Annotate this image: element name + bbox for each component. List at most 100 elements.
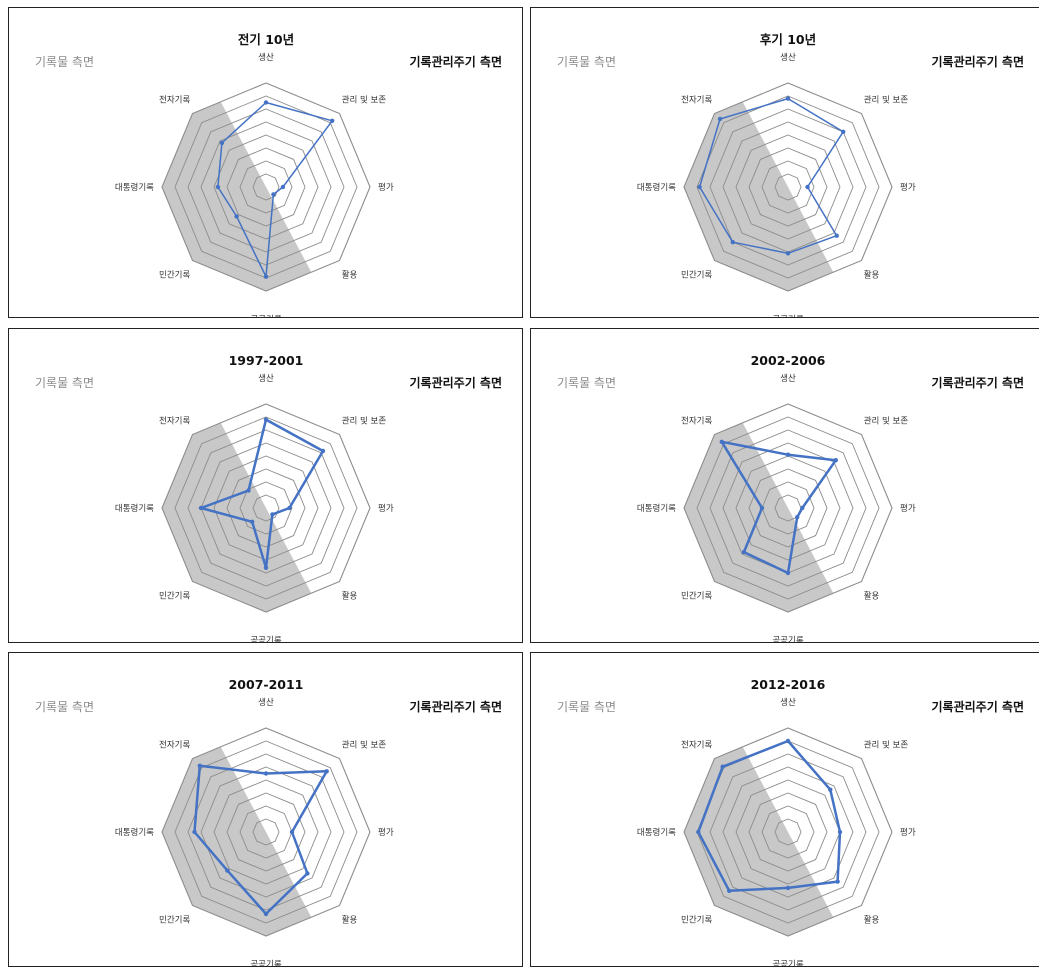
radar-data-point <box>330 118 335 124</box>
radar-data-point <box>324 769 329 774</box>
radar-data-point <box>271 192 276 197</box>
axis-category-label: 대통령기록 <box>115 503 154 514</box>
radar-data-point <box>263 565 269 570</box>
radar-data-point <box>696 829 701 835</box>
radar-data-point <box>287 505 292 511</box>
radar-gridline <box>252 494 280 522</box>
radar-data-point <box>785 885 791 891</box>
radar-data-point <box>805 184 810 190</box>
axis-category-label: 활용 <box>864 270 880 281</box>
chart-title: 1997-2001 <box>229 353 304 368</box>
axis-category-label: 생산 <box>780 52 796 63</box>
record-aspect-label: 기록물 측면 <box>557 376 616 390</box>
radar-data-point <box>215 184 221 190</box>
record-aspect-shade <box>162 404 338 612</box>
radar-gridline <box>226 792 306 872</box>
axis-category-label: 전자기록 <box>159 739 190 750</box>
radar-data-point <box>250 519 255 524</box>
radar-data-point <box>192 829 197 835</box>
axis-category-label: 민간기록 <box>681 270 712 281</box>
radar-panel: 생산 관리 및 보존 평가 활용 공공기록 민간기록 대통령기록 전자기록 1997-2001 기… <box>8 328 523 643</box>
axis-category-label: 생산 <box>780 697 796 708</box>
axis-category-label: 전자기록 <box>681 415 712 426</box>
radar-gridline <box>239 805 293 859</box>
record-aspect-label: 기록물 측면 <box>557 700 616 714</box>
axis-category-label: 전자기록 <box>159 94 190 105</box>
record-aspect-shade <box>684 728 860 936</box>
radar-gridline <box>174 416 358 600</box>
lifecycle-aspect-label: 기록관리주기 측면 <box>932 375 1025 390</box>
axis-category-label: 활용 <box>342 591 358 602</box>
radar-gridline <box>213 779 319 885</box>
axis-category-label: 평가 <box>900 503 916 514</box>
axis-category-label: 관리 및 보존 <box>342 94 387 105</box>
radar-data-point <box>828 787 833 792</box>
axis-category-label: 민간기록 <box>159 270 190 281</box>
radar-data-point <box>833 458 838 463</box>
radar-gridline <box>683 727 893 937</box>
axis-category-label: 민간기록 <box>159 915 190 926</box>
radar-data-point <box>280 184 286 190</box>
radar-gridline <box>709 108 867 266</box>
radar-gridline <box>239 481 293 535</box>
radar-data-point <box>759 505 765 511</box>
chart-title: 2007-2011 <box>229 677 304 692</box>
axis-category-label: 전자기록 <box>159 415 190 426</box>
radar-gridline <box>709 429 867 587</box>
axis-category-label: 전자기록 <box>681 94 712 105</box>
axis-category-label: 민간기록 <box>681 915 712 926</box>
radar-data-point <box>785 570 791 576</box>
axis-category-label: 평가 <box>900 827 916 838</box>
radar-gridline <box>252 818 280 846</box>
radar-gridline <box>252 173 280 201</box>
radar-gridline <box>200 766 332 898</box>
record-aspect-shade <box>684 83 860 291</box>
radar-gridline <box>200 121 332 253</box>
chart-title: 2012-2016 <box>751 677 826 692</box>
radar-gridline <box>735 134 841 240</box>
record-aspect-label: 기록물 측면 <box>557 55 616 69</box>
radar-data-point <box>785 251 791 256</box>
radar-data-point <box>219 140 225 146</box>
radar-data-point <box>837 829 843 835</box>
radar-gridline <box>748 792 828 872</box>
radar-panel: 생산 관리 및 보존 평가 활용 공공기록 민간기록 대통령기록 전자기록 2002-2006 기… <box>530 328 1039 643</box>
radar-data-point <box>841 129 846 134</box>
record-aspect-label: 기록물 측면 <box>35 700 94 714</box>
radar-data-point <box>320 448 326 454</box>
axis-category-label: 평가 <box>900 182 916 193</box>
axis-category-label: 평가 <box>378 827 394 838</box>
radar-gridline <box>187 429 345 587</box>
axis-category-label: 민간기록 <box>159 591 190 602</box>
axis-category-label: 관리 및 보존 <box>342 739 387 750</box>
axis-category-label: 관리 및 보존 <box>864 415 909 426</box>
lifecycle-aspect-label: 기록관리주기 측면 <box>932 699 1025 714</box>
radar-data-point <box>289 829 295 835</box>
axis-category-label: 생산 <box>258 52 274 63</box>
record-aspect-label: 기록물 측면 <box>35 55 94 69</box>
radar-gridline <box>174 740 358 924</box>
radar-gridline <box>696 416 880 600</box>
radar-data-point <box>785 96 791 101</box>
record-aspect-shade <box>684 404 860 612</box>
radar-data-point <box>719 439 724 444</box>
radar-data-point <box>834 233 839 238</box>
lifecycle-aspect-label: 기록관리주기 측면 <box>410 375 503 390</box>
radar-data-point <box>198 505 204 511</box>
radar-gridline <box>696 95 880 279</box>
axis-category-label: 공공기록 <box>250 315 281 318</box>
radar-panel: 생산 관리 및 보존 평가 활용 공공기록 민간기록 대통령기록 전자기록 2012-2016 기… <box>530 652 1039 967</box>
axis-category-label: 대통령기록 <box>637 503 676 514</box>
axis-category-label: 활용 <box>342 915 358 926</box>
axis-category-label: 평가 <box>378 503 394 514</box>
radar-gridline <box>774 818 802 846</box>
radar-data-point <box>305 871 310 876</box>
radar-data-point <box>730 240 735 245</box>
radar-gridline <box>735 779 841 885</box>
